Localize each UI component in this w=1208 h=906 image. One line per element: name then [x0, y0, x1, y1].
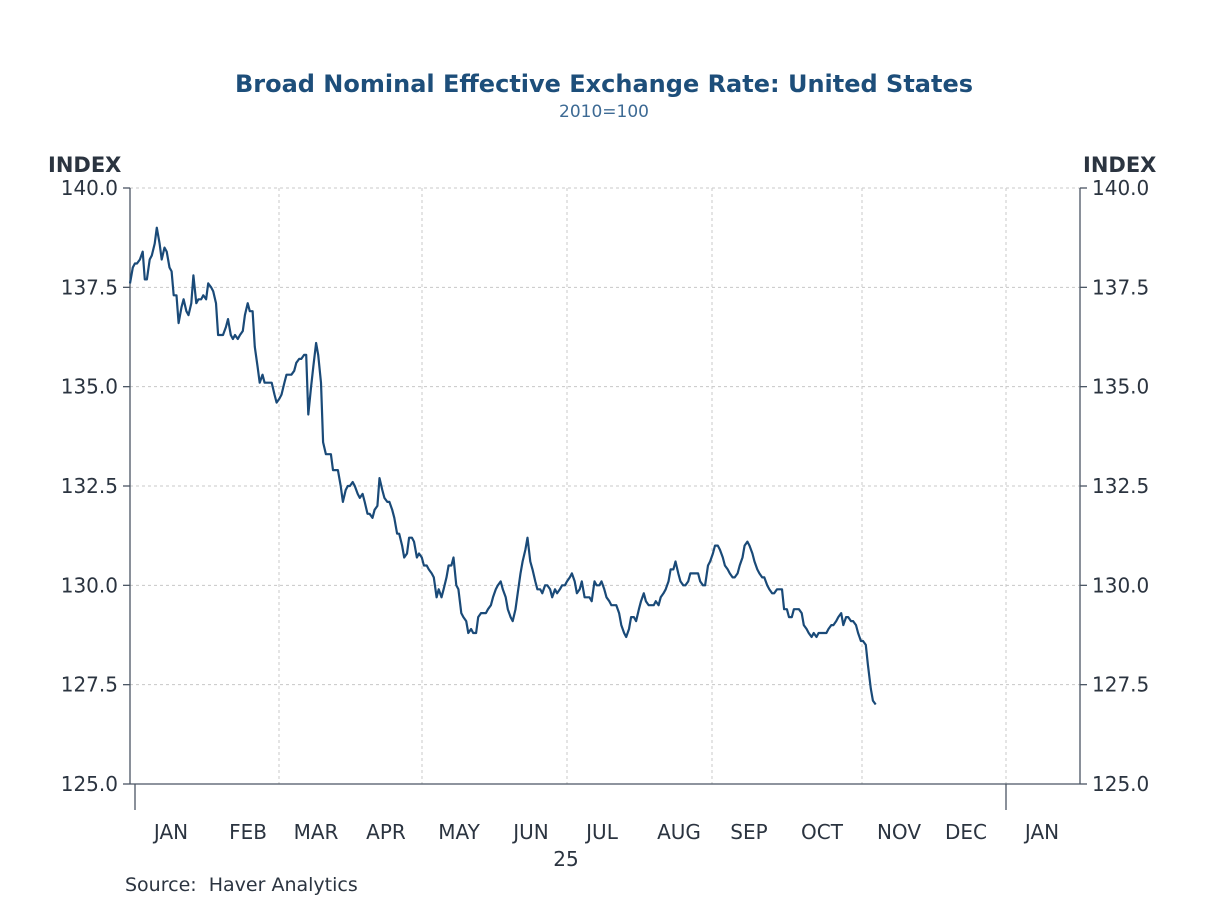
x-month-label: JAN [1023, 820, 1059, 844]
chart-subtitle: 2010=100 [559, 102, 649, 122]
left-y-ticks: 125.0 127.5 130.0 132.5 135.0 137.5 140.0 [61, 176, 130, 796]
x-month-label: NOV [877, 820, 921, 844]
left-tick-label: 130.0 [61, 573, 118, 597]
x-month-label: OCT [801, 820, 844, 844]
x-month-label: AUG [657, 820, 701, 844]
right-tick-label: 130.0 [1092, 573, 1149, 597]
x-year-label: 25 [553, 847, 578, 871]
source-note: Source: Haver Analytics [125, 874, 358, 896]
left-tick-label: 127.5 [61, 673, 118, 697]
right-tick-label: 125.0 [1092, 772, 1149, 796]
chart-title: Broad Nominal Effective Exchange Rate: U… [235, 70, 973, 98]
x-month-label: SEP [730, 820, 767, 844]
right-axis-unit-label: INDEX [1083, 153, 1156, 177]
left-tick-label: 132.5 [61, 474, 118, 498]
left-tick-label: 135.0 [61, 375, 118, 399]
x-month-label: MAR [294, 820, 339, 844]
x-month-label: DEC [945, 820, 987, 844]
right-tick-label: 135.0 [1092, 375, 1149, 399]
gridlines [130, 187, 1080, 784]
right-tick-label: 127.5 [1092, 673, 1149, 697]
x-month-label: JUL [584, 820, 619, 844]
right-tick-label: 137.5 [1092, 275, 1149, 299]
x-month-label: JAN [152, 820, 188, 844]
right-y-ticks: 125.0 127.5 130.0 132.5 135.0 137.5 140.0 [1080, 176, 1149, 796]
x-month-label: FEB [229, 820, 267, 844]
right-tick-label: 132.5 [1092, 474, 1149, 498]
x-month-label: JUN [511, 820, 549, 844]
x-month-ticks: JAN FEB MAR APR MAY JUN JUL AUG SEP OCT NOV DEC JAN [152, 820, 1059, 844]
x-month-label: APR [366, 820, 406, 844]
left-tick-label: 125.0 [61, 772, 118, 796]
left-tick-label: 137.5 [61, 275, 118, 299]
left-tick-label: 140.0 [61, 176, 118, 200]
left-axis-unit-label: INDEX [48, 153, 121, 177]
series-line-exchange-rate [128, 226, 877, 706]
axes [129, 188, 1081, 810]
right-tick-label: 140.0 [1092, 176, 1149, 200]
x-month-label: MAY [438, 820, 480, 844]
